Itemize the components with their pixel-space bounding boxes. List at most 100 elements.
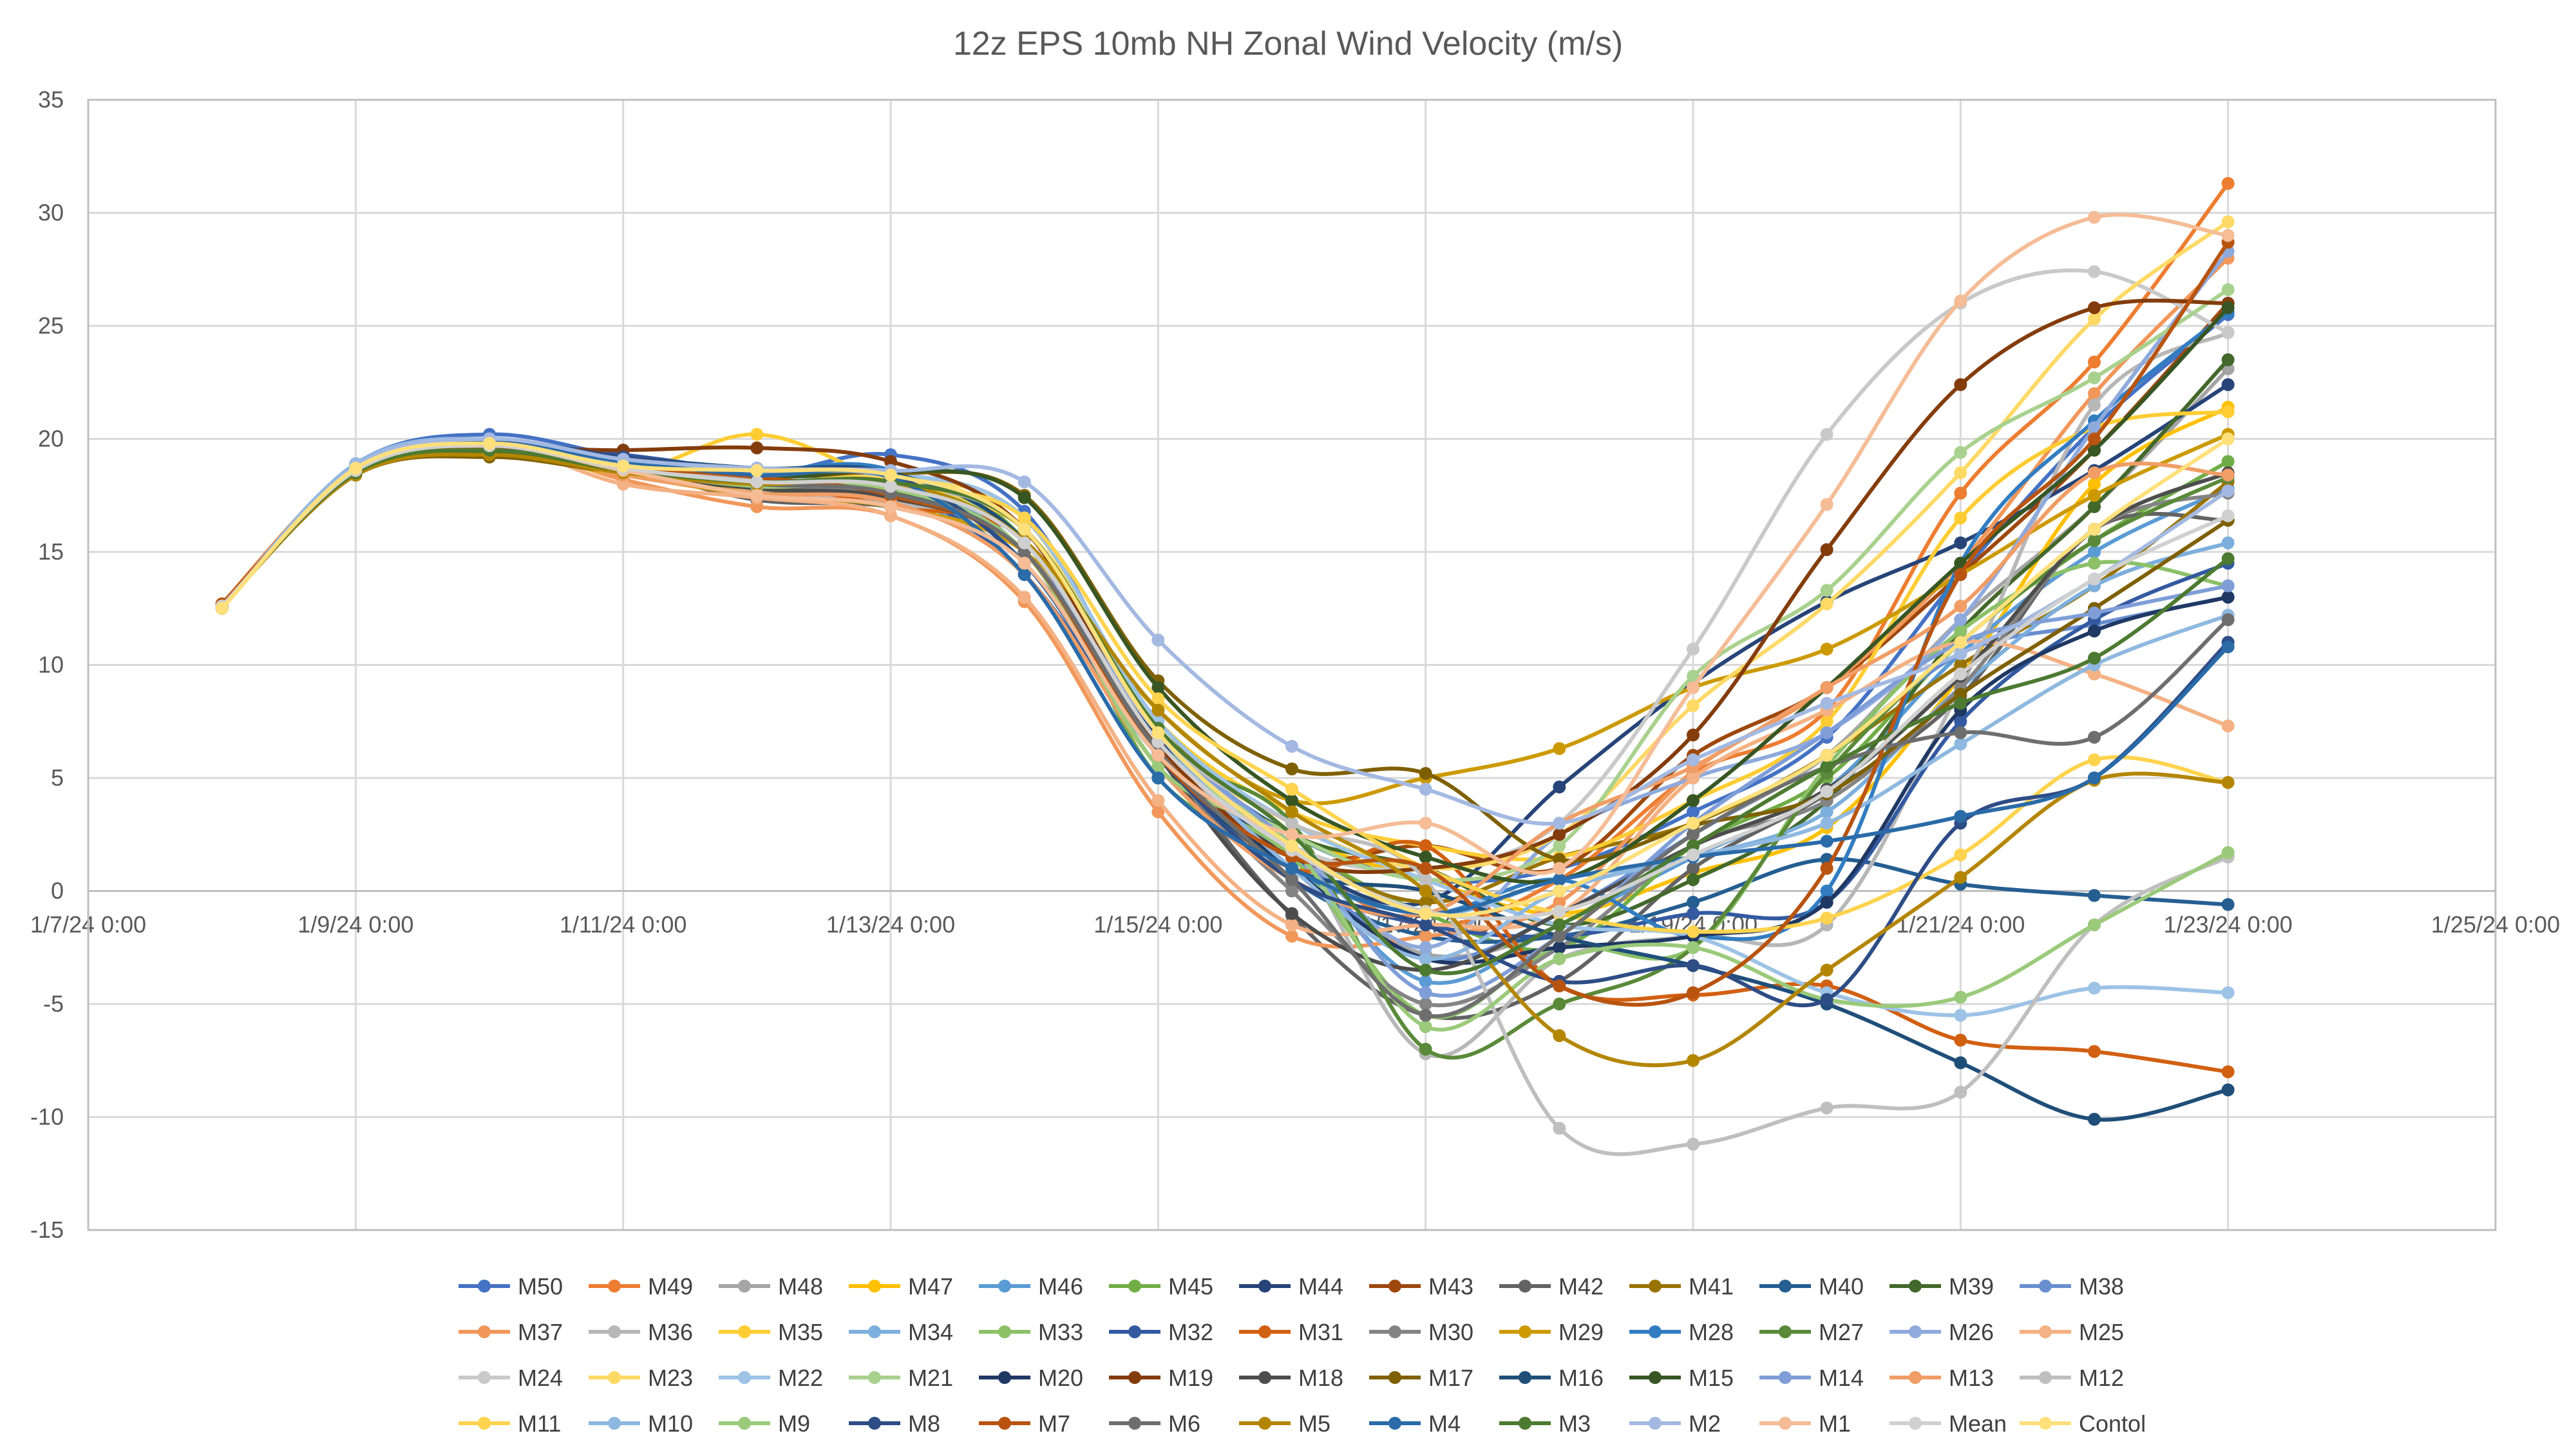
legend-item[interactable]: M46 <box>979 1273 1083 1300</box>
legend-swatch-marker <box>1649 1417 1662 1430</box>
data-point <box>1553 742 1566 755</box>
legend-item[interactable]: M5 <box>1239 1410 1331 1437</box>
legend-item[interactable]: M34 <box>849 1319 953 1345</box>
data-point <box>1285 839 1298 853</box>
legend-item[interactable]: M38 <box>2020 1273 2124 1300</box>
data-point <box>1419 862 1432 875</box>
data-point <box>2088 1045 2101 1058</box>
legend-item[interactable]: M47 <box>849 1273 953 1300</box>
legend-item[interactable]: M26 <box>1889 1319 1994 1345</box>
data-point <box>2088 466 2101 480</box>
legend-label: Contol <box>2079 1410 2146 1437</box>
legend-label: M12 <box>2079 1365 2124 1391</box>
legend-item[interactable]: Contol <box>2020 1410 2146 1437</box>
data-point <box>1820 785 1833 799</box>
legend-item[interactable]: M43 <box>1369 1273 1473 1300</box>
legend-swatch-marker <box>2039 1417 2052 1430</box>
data-point <box>750 464 764 477</box>
legend-item[interactable]: M12 <box>2020 1365 2124 1391</box>
legend-item[interactable]: M48 <box>719 1273 823 1300</box>
data-point <box>1419 817 1432 830</box>
legend-item[interactable]: M37 <box>459 1319 563 1345</box>
legend-item[interactable]: M31 <box>1239 1319 1343 1345</box>
legend-item[interactable]: M18 <box>1239 1365 1343 1391</box>
data-point <box>2088 432 2101 446</box>
legend-item[interactable]: M50 <box>459 1273 563 1300</box>
legend-item[interactable]: M20 <box>979 1365 1083 1391</box>
data-point <box>1820 835 1833 848</box>
legend-item[interactable]: M23 <box>589 1365 693 1391</box>
legend-item[interactable]: M32 <box>1109 1319 1213 1345</box>
data-point <box>1687 862 1700 875</box>
data-point <box>1553 853 1566 866</box>
legend-item[interactable]: M22 <box>719 1365 823 1391</box>
legend-item[interactable]: Mean <box>1889 1410 2007 1437</box>
legend-swatch-marker <box>998 1417 1011 1430</box>
legend-item[interactable]: M30 <box>1369 1319 1473 1345</box>
series-mean <box>215 439 2235 921</box>
data-point <box>1687 728 1700 742</box>
legend-item[interactable]: M7 <box>979 1410 1070 1437</box>
legend-item[interactable]: M11 <box>459 1410 561 1437</box>
legend-item[interactable]: M40 <box>1759 1273 1864 1300</box>
data-point <box>2088 534 2101 547</box>
legend-item[interactable]: M9 <box>719 1410 810 1437</box>
legend-item[interactable]: M45 <box>1109 1273 1213 1300</box>
legend-label: Mean <box>1949 1410 2007 1437</box>
legend-label: M20 <box>1038 1365 1083 1391</box>
data-point <box>1419 1020 1432 1034</box>
data-point <box>1954 294 1967 308</box>
legend-item[interactable]: M41 <box>1629 1273 1734 1300</box>
legend-item[interactable]: M28 <box>1629 1319 1734 1345</box>
data-point <box>1820 911 1833 925</box>
legend-item[interactable]: M13 <box>1889 1365 1994 1391</box>
legend-label: M1 <box>1819 1410 1851 1437</box>
legend-item[interactable]: M36 <box>589 1319 693 1345</box>
legend-item[interactable]: M29 <box>1499 1319 1604 1345</box>
legend-item[interactable]: M10 <box>589 1410 693 1437</box>
legend-item[interactable]: M15 <box>1629 1365 1734 1391</box>
legend-item[interactable]: M17 <box>1369 1365 1473 1391</box>
data-point <box>1151 748 1165 762</box>
legend-item[interactable]: M21 <box>849 1365 953 1391</box>
legend-swatch-marker <box>1519 1325 1531 1338</box>
data-point <box>349 462 363 475</box>
data-point <box>1285 739 1298 753</box>
legend-item[interactable]: M39 <box>1889 1273 1994 1300</box>
legend-item[interactable]: M2 <box>1629 1410 1721 1437</box>
legend-item[interactable]: M8 <box>849 1410 940 1437</box>
data-point <box>1419 986 1432 999</box>
legend-item[interactable]: M6 <box>1109 1410 1200 1437</box>
data-point <box>2088 981 2101 995</box>
legend-item[interactable]: M25 <box>2020 1319 2124 1345</box>
legend-item[interactable]: M14 <box>1759 1365 1864 1391</box>
legend-item[interactable]: M3 <box>1499 1410 1591 1437</box>
legend-label: M15 <box>1689 1365 1734 1391</box>
data-point <box>1553 896 1566 909</box>
legend-label: M18 <box>1298 1365 1343 1391</box>
legend-item[interactable]: M1 <box>1759 1410 1851 1437</box>
data-point <box>2221 215 2235 229</box>
legend-item[interactable]: M44 <box>1239 1273 1343 1300</box>
legend-item[interactable]: M35 <box>719 1319 823 1345</box>
legend-swatch-marker <box>1779 1417 1792 1430</box>
data-point <box>2088 265 2101 278</box>
legend-item[interactable]: M33 <box>979 1319 1083 1345</box>
legend-item[interactable]: M42 <box>1499 1273 1604 1300</box>
series-line <box>220 446 2229 934</box>
legend-label: M31 <box>1298 1319 1343 1345</box>
legend-item[interactable]: M19 <box>1109 1365 1213 1391</box>
legend-label: M7 <box>1038 1410 1070 1437</box>
legend-label: M28 <box>1689 1319 1734 1345</box>
legend-item[interactable]: M4 <box>1369 1410 1461 1437</box>
data-point <box>1954 848 1967 862</box>
legend-item[interactable]: M27 <box>1759 1319 1864 1345</box>
legend-item[interactable]: M24 <box>459 1365 563 1391</box>
series-m4 <box>215 437 2235 920</box>
legend-item[interactable]: M49 <box>589 1273 693 1300</box>
data-point <box>1954 658 1967 672</box>
x-tick-label: 1/21/24 0:00 <box>1896 911 2025 938</box>
legend-item[interactable]: M16 <box>1499 1365 1604 1391</box>
data-point <box>1687 805 1700 819</box>
legend-swatch-marker <box>608 1371 621 1384</box>
